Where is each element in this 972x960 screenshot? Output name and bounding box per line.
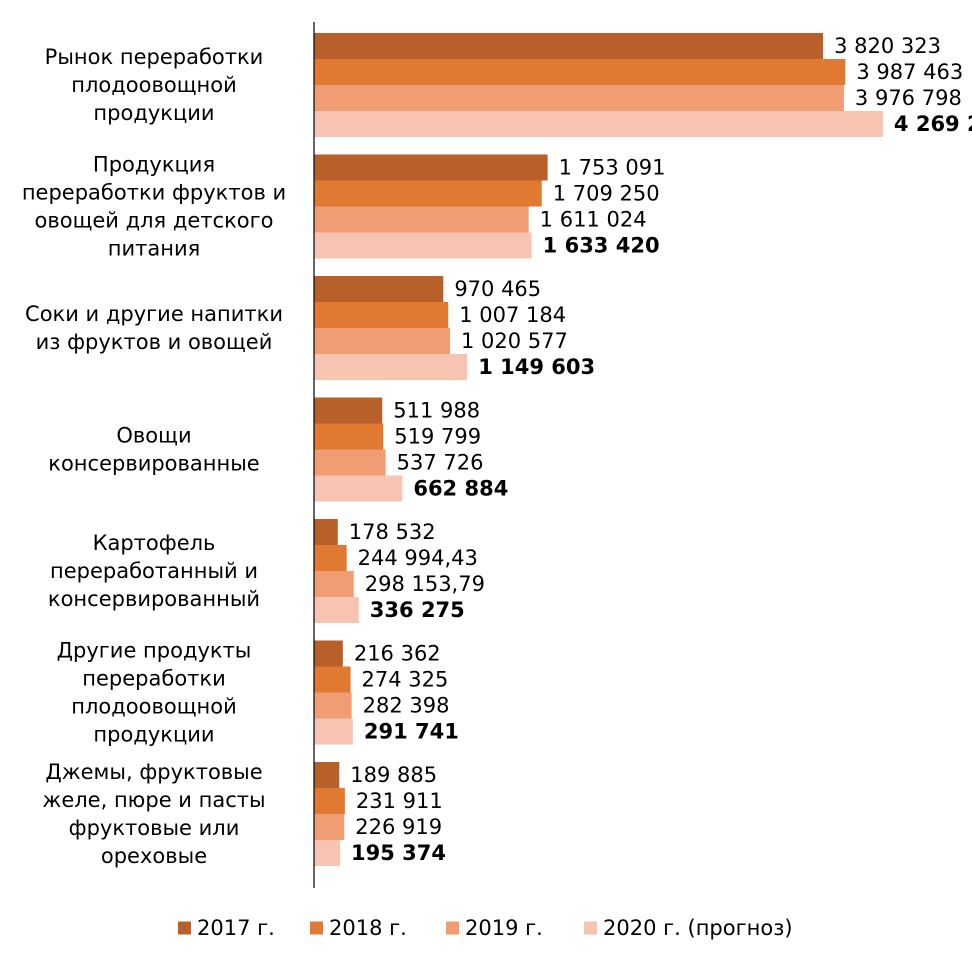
bar-6-series-3 — [314, 692, 352, 719]
bar-1-series-2 — [314, 59, 846, 85]
value-label-7-series-2: 231 911 — [356, 789, 443, 813]
bar-6-series-4 — [314, 718, 353, 745]
value-label-5-series-3: 298 153,79 — [365, 572, 485, 596]
category-label-6-line-1: Другие продукты — [57, 639, 252, 663]
bar-5-series-2 — [314, 545, 347, 571]
value-label-1-series-4: 4 269 297 — [894, 112, 972, 136]
value-label-3-series-1: 970 465 — [454, 277, 541, 301]
legend: 2017 г. 2018 г. 2019 г. 2020 г. (прогноз) — [178, 916, 793, 940]
bar-5-series-4 — [314, 597, 359, 623]
bar-3-series-2 — [314, 302, 449, 328]
category-label-3-line-2: из фруктов и овощей — [36, 330, 273, 354]
legend-swatch-series-3 — [446, 921, 459, 935]
value-label-7-series-1: 189 885 — [350, 763, 437, 787]
category-label-7-line-2: желе, пюре и пасты — [42, 788, 265, 812]
category-label-1-line-1: Рынок переработки — [45, 45, 264, 69]
value-label-4-series-1: 511 988 — [393, 399, 480, 423]
bars — [314, 33, 883, 866]
value-label-7-series-4: 195 374 — [351, 841, 446, 865]
bar-3-series-3 — [314, 328, 450, 354]
bar-5-series-3 — [314, 571, 354, 597]
category-label-4-line-1: Овощи — [116, 424, 191, 448]
bar-2-series-4 — [314, 232, 532, 259]
category-label-2-line-3: овощей для детского — [35, 209, 274, 233]
value-label-6-series-1: 216 362 — [354, 642, 441, 666]
bar-6-series-1 — [314, 640, 343, 667]
value-label-2-series-4: 1 633 420 — [543, 234, 660, 258]
legend-label-series-1: 2017 г. — [197, 916, 275, 940]
bar-5-series-1 — [314, 519, 338, 545]
value-label-2-series-1: 1 753 091 — [559, 156, 666, 180]
legend-swatch-series-1 — [178, 921, 191, 935]
value-label-3-series-4: 1 149 603 — [478, 355, 595, 379]
category-label-1-line-3: продукции — [93, 101, 214, 125]
category-label-5-line-2: переработанный и — [50, 559, 258, 583]
value-label-6-series-3: 282 398 — [363, 694, 450, 718]
bar-4-series-2 — [314, 423, 384, 450]
value-label-4-series-3: 537 726 — [397, 451, 484, 475]
legend-label-series-2: 2018 г. — [329, 916, 407, 940]
category-label-1-line-2: плодоовощной — [71, 73, 236, 97]
legend-label-series-4: 2020 г. (прогноз) — [603, 916, 793, 940]
value-label-5-series-1: 178 532 — [349, 520, 436, 544]
value-label-1-series-1: 3 820 323 — [834, 34, 941, 58]
category-label-7-line-3: фруктовые или — [69, 816, 240, 840]
value-label-1-series-2: 3 987 463 — [856, 60, 963, 84]
legend-swatch-series-2 — [310, 921, 323, 935]
value-label-4-series-4: 662 884 — [413, 477, 508, 501]
category-label-3-line-1: Соки и другие напитки — [25, 302, 283, 326]
bar-6-series-2 — [314, 666, 351, 693]
category-label-6-line-3: плодоовощной — [71, 695, 236, 719]
category-label-7-line-1: Джемы, фруктовые — [45, 760, 262, 784]
bar-7-series-3 — [314, 814, 345, 840]
value-label-3-series-3: 1 020 577 — [461, 329, 568, 353]
bar-2-series-1 — [314, 154, 548, 181]
category-label-6-line-2: переработки — [82, 667, 225, 691]
bar-1-series-3 — [314, 85, 844, 111]
value-label-7-series-3: 226 919 — [355, 815, 442, 839]
category-label-4-line-2: консервированные — [48, 452, 259, 476]
bar-1-series-4 — [314, 111, 883, 137]
legend-label-series-3: 2019 г. — [465, 916, 543, 940]
category-label-2-line-1: Продукция — [93, 153, 215, 177]
value-label-5-series-4: 336 275 — [370, 598, 465, 622]
value-label-5-series-2: 244 994,43 — [358, 546, 478, 570]
bar-3-series-1 — [314, 276, 444, 302]
bar-1-series-1 — [314, 33, 824, 59]
bar-2-series-3 — [314, 206, 529, 233]
bar-7-series-4 — [314, 840, 341, 866]
category-label-5-line-1: Картофель — [93, 531, 216, 555]
bar-7-series-2 — [314, 788, 345, 814]
category-label-2-line-2: переработки фруктов и — [22, 181, 286, 205]
value-label-2-series-3: 1 611 024 — [540, 208, 647, 232]
category-label-7-line-4: ореховые — [101, 844, 207, 868]
bar-2-series-2 — [314, 180, 542, 207]
value-label-6-series-2: 274 325 — [362, 668, 449, 692]
bar-4-series-3 — [314, 449, 386, 476]
bar-4-series-4 — [314, 475, 403, 502]
legend-swatch-series-4 — [584, 921, 597, 935]
bar-7-series-1 — [314, 762, 340, 788]
value-label-6-series-4: 291 741 — [364, 720, 459, 744]
value-label-4-series-2: 519 799 — [394, 425, 481, 449]
category-label-2-line-4: питания — [108, 237, 201, 261]
category-labels: Рынок переработки плодоовощной продукции Пр… — [22, 45, 286, 868]
value-label-1-series-3: 3 976 798 — [855, 86, 962, 110]
value-label-3-series-2: 1 007 184 — [459, 303, 566, 327]
value-label-2-series-2: 1 709 250 — [553, 182, 660, 206]
bar-3-series-4 — [314, 354, 468, 380]
category-label-5-line-3: консервированный — [48, 587, 260, 611]
category-label-6-line-4: продукции — [93, 723, 214, 747]
bar-4-series-1 — [314, 397, 383, 424]
